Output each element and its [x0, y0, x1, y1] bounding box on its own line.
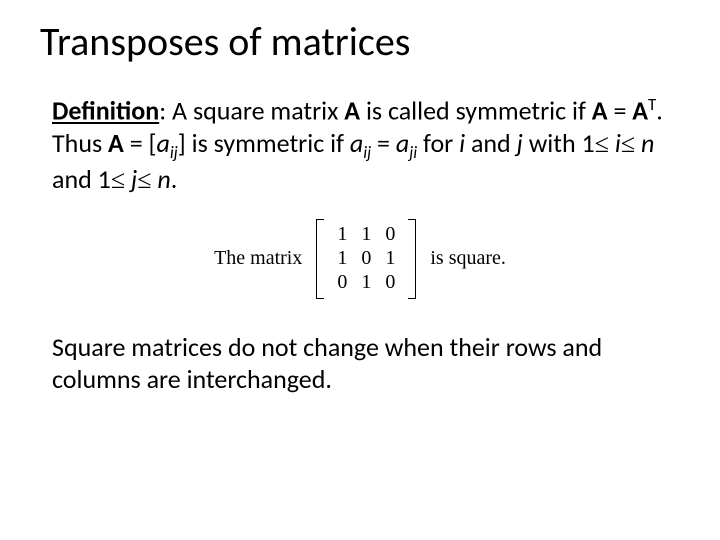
def-a3: a [396, 127, 409, 159]
def-part5: ] is symmetric if [178, 127, 350, 159]
matrix-grid: 1 1 0 1 0 1 0 1 0 [324, 219, 408, 299]
right-bracket-icon [408, 219, 416, 299]
matrix-cell: 1 [385, 247, 395, 270]
def-part4: = [ [124, 127, 157, 159]
matrix-label-left: The matrix [214, 247, 302, 270]
matrix-brackets: 1 1 0 1 0 1 0 1 0 [316, 219, 416, 299]
def-eq-sym1: = [608, 95, 633, 127]
def-a2: a [350, 127, 363, 159]
matrix-cell: 0 [385, 271, 395, 294]
def-sub-ij1: ij [170, 142, 178, 163]
matrix-cell: 0 [337, 271, 347, 294]
closing-paragraph: Square matrices do not change when their… [52, 331, 680, 396]
def-part6: for [417, 127, 459, 159]
matrix-cell: 1 [337, 223, 347, 246]
matrix-example: The matrix 1 1 0 1 0 1 0 1 0 is square. [40, 219, 680, 299]
def-sub-ji: ji [409, 142, 417, 163]
def-part9: and 1 [52, 163, 111, 195]
def-n2: n [157, 163, 170, 195]
def-eq-left: A [592, 95, 608, 127]
def-n1: n [641, 127, 654, 159]
def-sub-ij2: ij [363, 142, 371, 163]
def-part7a: and [465, 127, 517, 159]
definition-paragraph: Definition: A square matrix A is called … [52, 94, 680, 197]
def-part2: is called symmetric if [360, 95, 592, 127]
def-part8: with 1 [523, 127, 595, 159]
left-bracket-icon [316, 219, 324, 299]
matrix-cell: 0 [385, 223, 395, 246]
matrix-cell: 1 [361, 223, 371, 246]
matrix-cell: 0 [361, 247, 371, 270]
matrix-cell: 1 [361, 271, 371, 294]
matrix-cell: 1 [337, 247, 347, 270]
def-eq-right: A [632, 95, 648, 127]
def-A1: A [344, 95, 360, 127]
def-eq-sym2: = [371, 127, 396, 159]
slide-title: Transposes of matrices [40, 20, 680, 64]
def-part1: : A square matrix [159, 95, 344, 127]
matrix-label-right: is square. [430, 247, 506, 270]
slide: Transposes of matrices Definition: A squ… [0, 0, 720, 540]
def-leq1: ≤ [595, 129, 609, 158]
def-leq4: ≤ [137, 165, 151, 194]
def-leq3: ≤ [111, 165, 125, 194]
def-leq2: ≤ [621, 129, 635, 158]
definition-label: Definition [52, 95, 159, 127]
def-a1: a [157, 127, 170, 159]
def-A2: A [108, 127, 124, 159]
def-part10: . [171, 163, 178, 195]
